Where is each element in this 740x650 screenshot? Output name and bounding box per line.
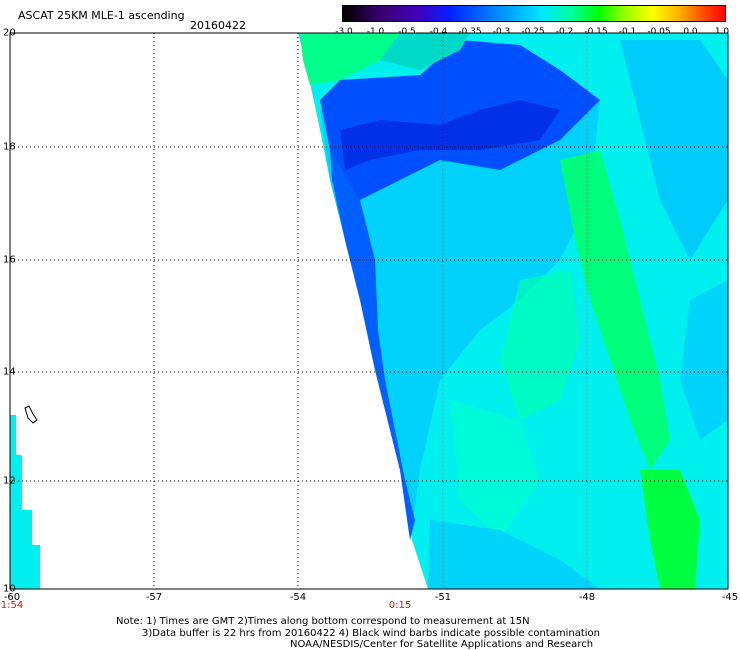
time-label-center: 0:15	[388, 600, 412, 611]
plot-frame	[9, 32, 729, 590]
latitude-label: 14	[3, 366, 16, 378]
map-date: 20160422	[190, 19, 246, 32]
high-mle-band-4	[450, 400, 540, 540]
swath-right-blue-2	[680, 280, 728, 440]
colorbar-tick-label: -0.05	[647, 27, 671, 37]
high-mle-band-2	[640, 470, 700, 589]
colorbar-tick-label: -0.1	[618, 27, 637, 37]
longitude-label: -45	[721, 592, 739, 603]
longitude-label: -48	[578, 592, 596, 603]
swath-bottom-blue	[428, 520, 600, 589]
left-swath	[10, 415, 40, 589]
colorbar-tick-label: 1.0	[714, 27, 730, 37]
latitude-label: 16	[3, 254, 16, 266]
longitude-label: -51	[434, 592, 452, 603]
grid-lines	[10, 33, 728, 589]
colorbar	[342, 5, 726, 22]
colorbar-tick-label: -3.0	[335, 27, 353, 37]
latitude-label: 12	[3, 475, 16, 487]
island-outline	[24, 405, 38, 424]
colorbar-tick-label: -1.0	[366, 27, 385, 37]
latitude-label: 18	[3, 141, 16, 153]
colorbar-tick-label: -0.5	[398, 27, 416, 37]
colorbar-tick-label: 0.0	[683, 27, 698, 37]
colorbar-tick-label: -0.2	[555, 27, 574, 37]
map-title: ASCAT 25KM MLE-1 ascending	[18, 9, 185, 22]
note-line-3: NOAA/NESDIS/Center for Satellite Applica…	[290, 639, 594, 650]
colorbar-tick-label: -0.3	[492, 27, 511, 37]
longitude-label: -57	[145, 592, 163, 603]
latitude-label: 20	[3, 27, 16, 39]
colorbar-tick-label: -0.35	[458, 27, 482, 37]
latitude-label: 10	[3, 583, 16, 595]
time-label-left: 1:54	[0, 600, 24, 611]
longitude-label: -54	[289, 592, 307, 603]
swath-edge-blue	[330, 150, 415, 540]
note-line-2: 3)Data buffer is 22 hrs from 20160422 4)…	[142, 628, 600, 639]
swath-top-green	[300, 33, 400, 85]
colorbar-tick-label: -0.15	[584, 27, 608, 37]
low-mle-core	[340, 100, 560, 170]
swath-right-blue	[620, 40, 728, 260]
swath-top-teal	[380, 33, 470, 70]
longitude-label: -60	[3, 592, 21, 603]
high-mle-band-3	[500, 270, 580, 420]
colorbar-tick-label: -0.4	[429, 27, 448, 37]
note-line-1: Note: 1) Times are GMT 2)Times along bot…	[116, 616, 530, 627]
colorbar-tick-label: -0.25	[521, 27, 545, 37]
swath-layer	[10, 33, 728, 589]
